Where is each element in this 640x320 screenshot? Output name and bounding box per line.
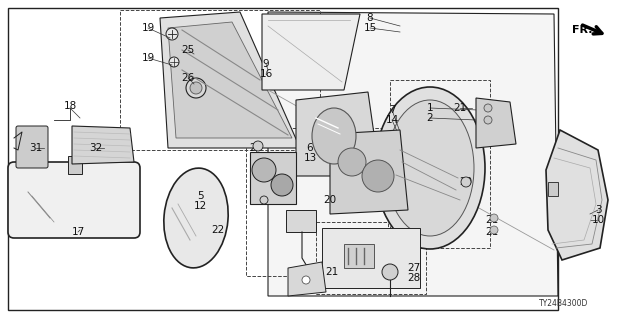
Text: 20: 20	[460, 177, 472, 187]
Text: 23: 23	[346, 245, 358, 255]
Circle shape	[169, 57, 179, 67]
Circle shape	[490, 226, 498, 234]
Ellipse shape	[375, 87, 485, 249]
Text: 14: 14	[385, 115, 399, 125]
Text: 21: 21	[325, 267, 339, 277]
Circle shape	[338, 148, 366, 176]
Text: 32: 32	[90, 143, 102, 153]
Text: 22: 22	[211, 225, 225, 235]
Text: 18: 18	[63, 101, 77, 111]
Text: 17: 17	[72, 227, 84, 237]
Bar	[316, 222, 426, 294]
Ellipse shape	[312, 108, 356, 164]
Text: 9: 9	[262, 59, 269, 69]
Text: 31: 31	[29, 143, 43, 153]
Polygon shape	[296, 92, 380, 176]
Text: 15: 15	[364, 23, 376, 33]
Text: 6: 6	[307, 143, 314, 153]
Bar	[322, 228, 420, 288]
Text: 19: 19	[141, 53, 155, 63]
Bar	[120, 10, 320, 150]
Circle shape	[260, 196, 268, 204]
Text: 11: 11	[291, 283, 305, 293]
Circle shape	[461, 177, 471, 187]
Text: FR.: FR.	[572, 25, 593, 35]
Text: 12: 12	[193, 201, 207, 211]
Circle shape	[490, 214, 498, 222]
Polygon shape	[546, 130, 608, 260]
Text: 10: 10	[591, 215, 605, 225]
Circle shape	[484, 104, 492, 112]
Bar	[390, 80, 490, 248]
Ellipse shape	[303, 265, 313, 279]
Ellipse shape	[386, 100, 474, 236]
Circle shape	[190, 82, 202, 94]
Text: 4: 4	[294, 273, 301, 283]
Text: 21: 21	[485, 227, 499, 237]
Text: 16: 16	[259, 69, 273, 79]
Text: 21: 21	[453, 103, 467, 113]
Bar	[344, 244, 374, 268]
Circle shape	[484, 116, 492, 124]
Text: 1: 1	[427, 103, 433, 113]
Text: 20: 20	[250, 143, 262, 153]
Bar	[250, 152, 296, 204]
Text: 26: 26	[181, 73, 195, 83]
Polygon shape	[72, 126, 134, 164]
Text: 7: 7	[388, 105, 396, 115]
Circle shape	[302, 276, 310, 284]
Polygon shape	[168, 22, 292, 138]
Circle shape	[382, 264, 398, 280]
Polygon shape	[476, 98, 516, 148]
Polygon shape	[330, 130, 408, 214]
FancyBboxPatch shape	[16, 126, 48, 168]
Text: 28: 28	[408, 273, 420, 283]
Text: 8: 8	[367, 13, 373, 23]
Circle shape	[252, 158, 276, 182]
Bar	[548, 182, 558, 196]
Text: 27: 27	[408, 263, 420, 273]
Text: 20: 20	[323, 195, 337, 205]
Bar	[8, 8, 558, 310]
Circle shape	[253, 141, 263, 151]
Polygon shape	[262, 14, 360, 90]
Bar	[286, 210, 316, 232]
Polygon shape	[288, 262, 326, 296]
Text: 2: 2	[427, 113, 433, 123]
Text: 25: 25	[181, 45, 195, 55]
Text: 29: 29	[296, 213, 308, 223]
Circle shape	[186, 78, 206, 98]
Bar	[246, 128, 388, 276]
Polygon shape	[268, 12, 558, 296]
Text: TY24B4300D: TY24B4300D	[540, 300, 589, 308]
Ellipse shape	[164, 168, 228, 268]
Text: 5: 5	[196, 191, 204, 201]
Text: 30: 30	[296, 223, 308, 233]
Circle shape	[166, 28, 178, 40]
FancyBboxPatch shape	[8, 162, 140, 238]
Text: 13: 13	[303, 153, 317, 163]
Text: 3: 3	[595, 205, 602, 215]
Circle shape	[362, 160, 394, 192]
Bar	[68, 156, 82, 174]
Circle shape	[271, 174, 293, 196]
Text: 21: 21	[485, 215, 499, 225]
Polygon shape	[160, 12, 300, 148]
Text: 19: 19	[141, 23, 155, 33]
